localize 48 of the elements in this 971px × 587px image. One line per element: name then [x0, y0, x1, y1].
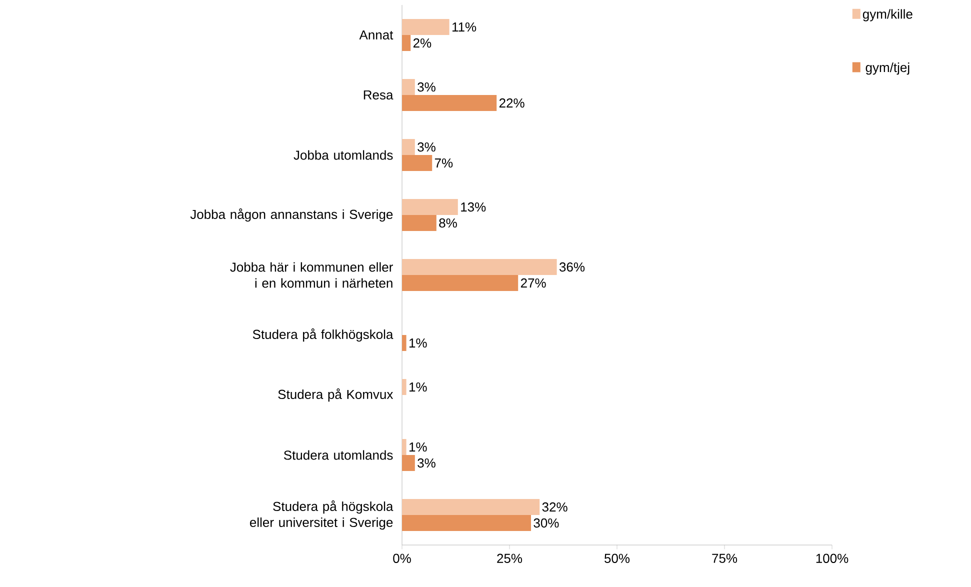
data-label: 3%	[418, 458, 436, 468]
data-label: 8%	[439, 218, 457, 228]
x-tick-label: 0%	[393, 554, 411, 563]
y-tick-label: Annat	[359, 30, 394, 40]
bar	[402, 274, 518, 291]
data-label: 3%	[418, 82, 436, 92]
y-tick-label: Studera på högskola eller universitet i Sverige	[250, 500, 394, 530]
x-tick-label: 75%	[712, 554, 738, 563]
bar	[402, 94, 497, 111]
legend-label: gym/kille	[862, 9, 912, 22]
data-label: 11%	[452, 22, 476, 32]
bar	[402, 499, 540, 515]
data-label: 1%	[409, 382, 427, 392]
data-label: 22%	[499, 98, 524, 108]
data-label: 3%	[418, 142, 436, 152]
bar	[402, 258, 557, 275]
x-tick-label: 25%	[497, 554, 522, 563]
data-label: 27%	[520, 278, 546, 288]
bar	[402, 18, 450, 35]
data-label: 36%	[560, 262, 585, 272]
data-label: 32%	[542, 502, 568, 512]
bar	[402, 214, 436, 231]
y-tick-label: Studera utomlands	[284, 450, 393, 460]
data-label: 1%	[409, 442, 427, 452]
y-tick-label: Jobba utomlands	[294, 150, 393, 160]
bar	[402, 439, 406, 455]
x-tick-label: 50%	[604, 554, 630, 563]
bar	[402, 334, 406, 351]
y-tick-label: Resa	[364, 90, 394, 100]
data-label: 13%	[461, 202, 486, 212]
bar	[402, 154, 432, 171]
y-tick-label: Jobba någon annanstans i Sverige	[190, 208, 393, 222]
bar	[402, 198, 458, 215]
bar	[402, 138, 415, 155]
bar	[402, 78, 415, 95]
y-tick-label: Jobba här i kommunen eller i en kommun i närheten	[230, 262, 393, 288]
legend-label: gym/tjej	[866, 62, 910, 75]
y-tick-label: Studera på Komvux	[278, 388, 394, 402]
data-label: 1%	[409, 338, 427, 348]
data-label: 2%	[413, 38, 432, 48]
bar	[402, 379, 406, 395]
bar	[402, 34, 411, 51]
x-tick-label: 100%	[816, 554, 848, 563]
data-label: 7%	[434, 158, 453, 168]
bar	[402, 455, 415, 471]
y-tick-label: Studera på folkhögskola	[252, 328, 394, 342]
bar	[402, 515, 532, 531]
data-label: 30%	[534, 518, 559, 528]
